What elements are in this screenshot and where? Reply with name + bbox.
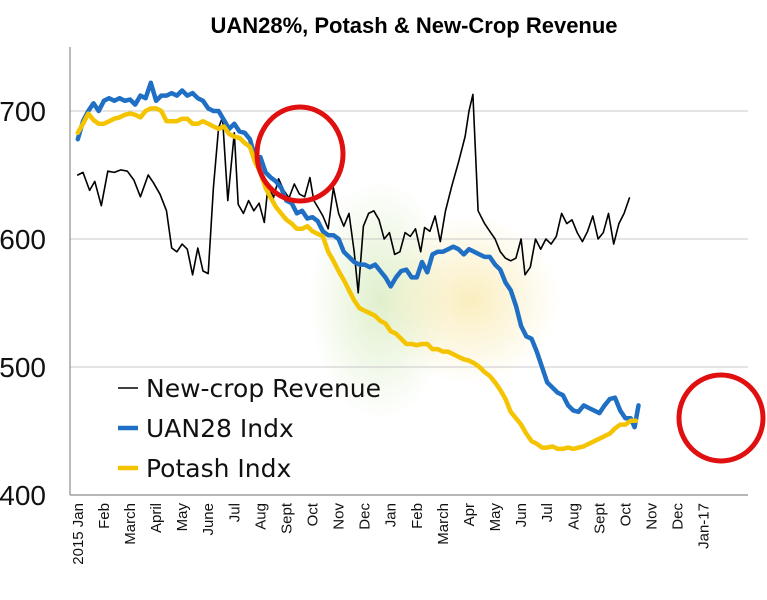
x-tick-label: Jul [539, 503, 556, 522]
y-tick-label: 500 [0, 352, 46, 383]
x-tick-label: Feb [96, 503, 113, 529]
x-tick-label: Jun [513, 503, 530, 527]
annotation-circle-1 [254, 104, 346, 204]
x-tick-label: Aug [252, 503, 269, 530]
y-axis: 400 500 600 700 [0, 47, 748, 511]
series-lines [75, 80, 641, 452]
x-tick-label: April [148, 503, 165, 533]
legend-label-uan28-indx: UAN28 Indx [146, 414, 294, 443]
chart-title: UAN28%, Potash & New-Crop Revenue [210, 13, 617, 38]
x-tick-label: Feb [409, 503, 426, 529]
x-tick-label: March [122, 503, 139, 545]
series-line-potash-indx [75, 106, 639, 452]
x-tick-label: Aug [565, 503, 582, 530]
x-tick-label: Nov [331, 503, 348, 530]
x-tick-label: June [200, 503, 217, 536]
x-axis: 2015 Jan Feb March April May June Jul Aug Sept Oc… [70, 502, 713, 565]
legend-label-potash-indx: Potash Indx [146, 454, 291, 483]
x-tick-label: May [174, 503, 191, 532]
annotation-circle-2 [676, 372, 766, 464]
x-tick-label: Apr [461, 503, 478, 526]
x-tick-label: Jan-17 [696, 503, 713, 549]
y-tick-label: 400 [0, 480, 46, 511]
x-tick-label: Nov [644, 503, 661, 530]
x-tick-label: Sept [278, 502, 295, 534]
x-tick-label: Oct [617, 502, 634, 526]
watermark-logo [310, 180, 560, 420]
x-tick-label: May [487, 503, 504, 532]
series-line-uan28-indx [75, 80, 641, 430]
x-tick-label: Oct [305, 502, 322, 526]
y-tick-label: 600 [0, 224, 46, 255]
x-tick-label: Sept [591, 502, 608, 534]
annotations [254, 104, 766, 464]
y-tick-label: 700 [0, 96, 46, 127]
x-tick-label: Dec [670, 503, 687, 530]
x-tick-label: 2015 Jan [70, 503, 87, 565]
gridlines [70, 110, 748, 368]
legend-label-new-crop-revenue: New-crop Revenue [146, 374, 381, 403]
x-tick-label: Dec [357, 503, 374, 530]
x-tick-label: Jan [383, 503, 400, 527]
series-line-new-crop-revenue [77, 93, 631, 294]
legend: New-crop Revenue UAN28 Indx Potash Indx [118, 374, 381, 483]
x-tick-label: Jul [226, 503, 243, 522]
x-tick-label: March [435, 503, 452, 545]
